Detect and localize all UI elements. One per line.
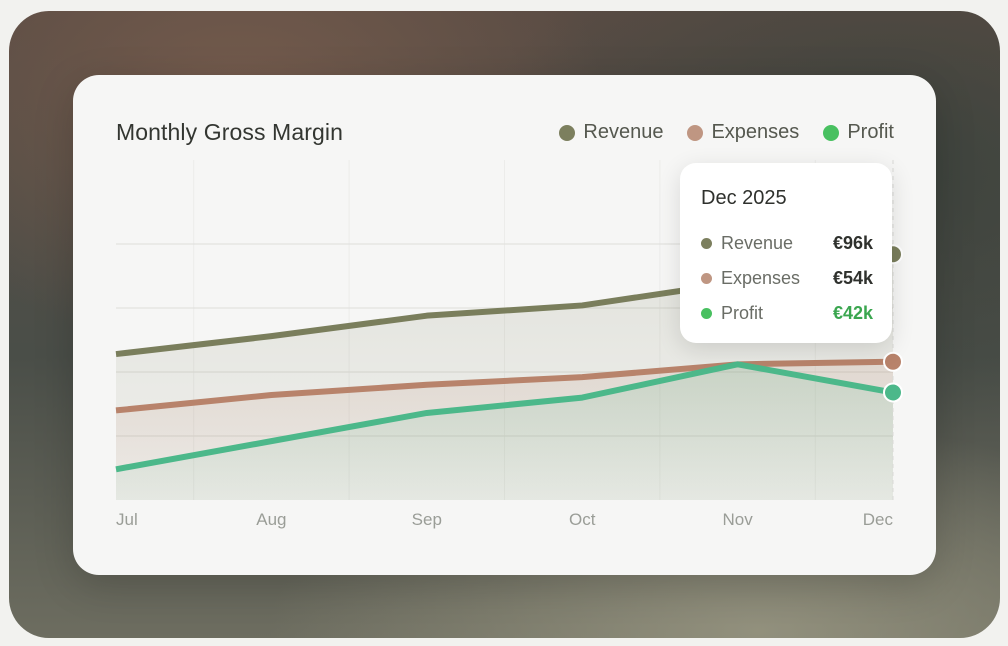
tooltip-dot-revenue [701,238,712,249]
tooltip-row-profit: Profit €42k [701,303,873,324]
series-line-expenses [115,358,894,414]
x-tick-label: Jul [116,510,138,529]
tooltip-row-expenses: Expenses €54k [701,268,873,289]
chart-card: Monthly Gross Margin Revenue Expenses Pr… [73,75,936,575]
tooltip-value: €42k [832,303,873,323]
legend-label: Revenue [583,121,664,143]
legend-dot-profit [823,124,840,141]
legend-label: Profit [847,121,894,143]
tooltip-dot-profit [701,308,712,319]
tooltip-label: Profit [721,303,764,323]
x-tick-label: Aug [256,510,287,529]
legend-dot-revenue [559,124,576,141]
series-area-profit [116,364,893,500]
data-point-expenses [883,351,903,372]
x-tick-label: Sep [411,510,442,529]
tooltip-row-revenue: Revenue €96k [701,233,873,254]
legend-dot-expenses [687,124,704,141]
x-tick-label: Nov [722,510,753,529]
chart-title: Monthly Gross Margin [116,119,343,145]
tooltip: Dec 2025 Revenue €96k Expenses €54k Prof… [680,163,892,343]
x-tick-label: Oct [568,510,596,529]
chart-legend: Revenue Expenses Profit [559,121,894,144]
x-tick-label: Dec [862,510,893,529]
tooltip-dot-expenses [701,273,712,284]
data-point-profit [883,382,903,403]
legend-label: Expenses [711,121,800,143]
tooltip-label: Revenue [721,233,794,253]
tooltip-title: Dec 2025 [701,187,787,209]
legend-item-profit[interactable]: Profit [823,121,894,144]
legend-item-expenses[interactable]: Expenses [687,121,799,144]
legend-item-revenue[interactable]: Revenue [559,121,663,144]
tooltip-value: €96k [832,233,873,253]
tooltip-value: €54k [832,268,873,288]
series-line-profit [115,361,894,473]
tooltip-label: Expenses [721,268,801,288]
